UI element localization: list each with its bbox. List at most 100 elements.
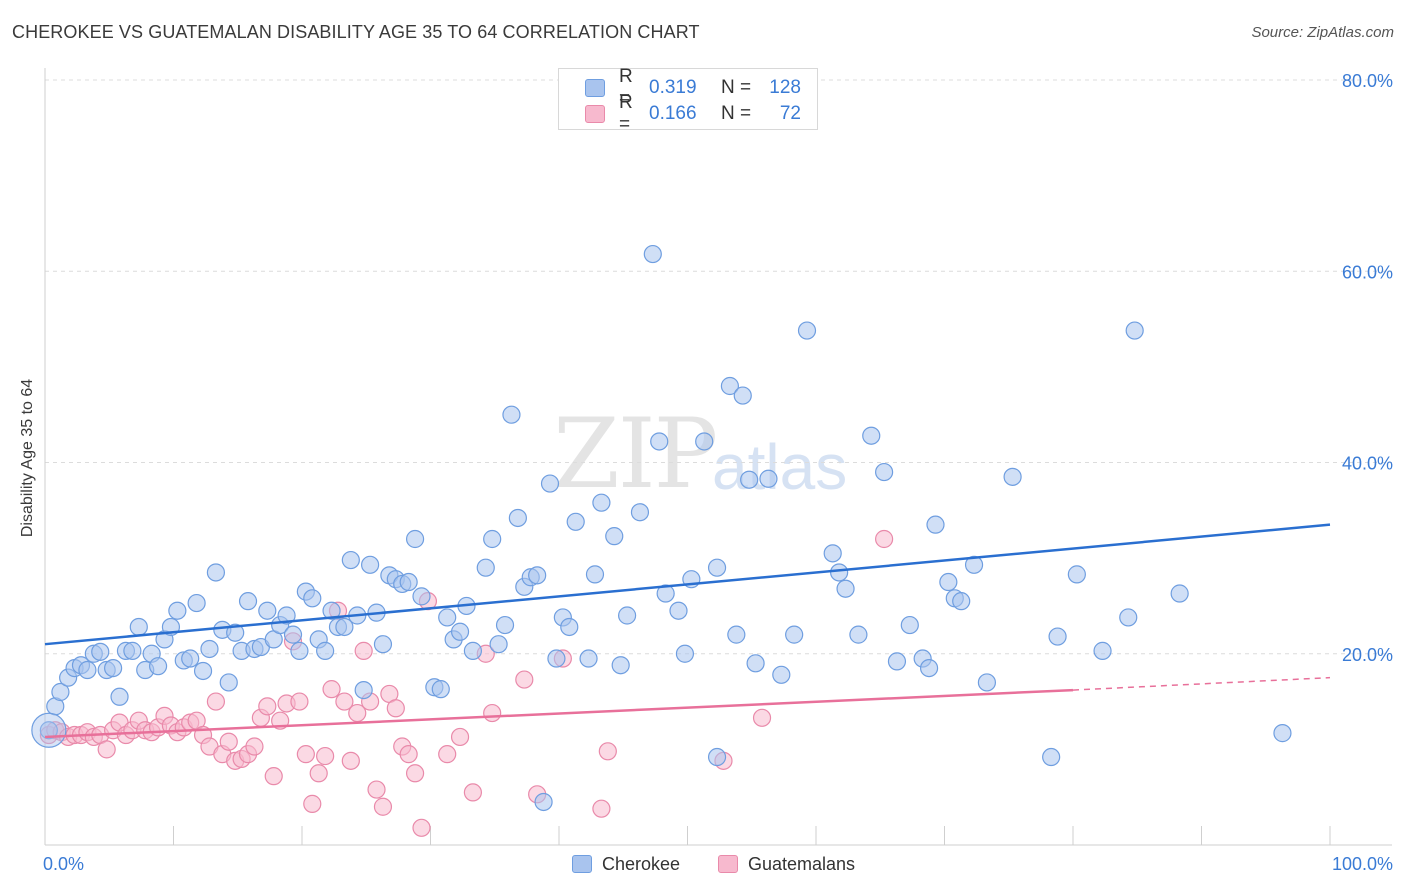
cherokee-point bbox=[887, 652, 907, 671]
cherokee-point bbox=[618, 606, 637, 625]
cherokee-point bbox=[695, 432, 714, 451]
cherokee-point bbox=[707, 558, 727, 577]
cherokee-point bbox=[650, 432, 669, 451]
legend-row-cherokee: R = 0.319 N = 128 bbox=[585, 66, 801, 109]
guatemalans-point bbox=[258, 697, 277, 716]
guatemalans-point bbox=[875, 529, 894, 549]
cherokee-point bbox=[148, 657, 168, 676]
cherokee-point bbox=[611, 656, 630, 675]
cherokee-point bbox=[540, 474, 560, 493]
guatemalans-point bbox=[290, 692, 309, 711]
cherokee-point bbox=[91, 642, 110, 661]
cherokee-point bbox=[785, 625, 804, 644]
cherokee-point bbox=[316, 641, 335, 660]
cherokee-point bbox=[964, 555, 984, 574]
n-value: 72 bbox=[779, 103, 801, 124]
cherokee-swatch bbox=[572, 855, 592, 873]
cherokee-swatch bbox=[585, 79, 605, 97]
correlation-legend: R = 0.319 N = 128 R = 0.166 N = 72 bbox=[558, 66, 818, 135]
cherokee-point bbox=[547, 649, 566, 668]
y-tick-label: 20.0% bbox=[1342, 645, 1393, 665]
cherokee-point bbox=[579, 649, 598, 668]
cherokee-point bbox=[1048, 627, 1067, 646]
cherokee-point bbox=[361, 555, 380, 574]
cherokee-point bbox=[1125, 321, 1144, 340]
guatemalans-point bbox=[386, 699, 405, 718]
guatemalans-point bbox=[412, 818, 431, 837]
cherokee-point bbox=[939, 572, 958, 592]
cherokee-point bbox=[1042, 747, 1061, 767]
cherokee-point bbox=[560, 617, 579, 637]
guatemalans-point bbox=[341, 751, 360, 770]
cherokee-point bbox=[489, 635, 508, 654]
guatemalans-point bbox=[515, 670, 534, 689]
cherokee-point bbox=[669, 601, 688, 620]
guatemalans-point bbox=[367, 780, 386, 799]
cherokee-point bbox=[405, 529, 425, 549]
cherokee-point bbox=[900, 615, 919, 635]
cherokee-point bbox=[585, 565, 605, 584]
guatemalans-legend-label: Guatemalans bbox=[748, 853, 856, 874]
cherokee-point bbox=[354, 680, 373, 700]
cherokee-point bbox=[836, 579, 855, 598]
r-label: R = bbox=[619, 92, 633, 135]
cherokee-point bbox=[733, 386, 752, 405]
cherokee-point bbox=[830, 563, 849, 582]
cherokee-trend-line bbox=[44, 523, 1331, 646]
cherokee-point bbox=[862, 426, 881, 445]
cherokee-point bbox=[534, 792, 553, 812]
cherokee-point bbox=[727, 625, 746, 644]
legend-row-guatemalans: R = 0.166 N = 72 bbox=[585, 92, 801, 135]
cherokee-point bbox=[926, 515, 945, 534]
guatemalans-swatch bbox=[718, 855, 738, 873]
cherokee-point bbox=[193, 661, 213, 681]
cherokee-point bbox=[952, 592, 971, 611]
cherokee-point bbox=[476, 558, 495, 577]
guatemalans-point bbox=[450, 727, 470, 747]
cherokee-point bbox=[720, 376, 740, 396]
cherokee-point bbox=[187, 593, 206, 613]
n-value: 128 bbox=[769, 77, 801, 98]
cherokee-point bbox=[303, 589, 322, 608]
guatemalans-point bbox=[399, 745, 418, 764]
y-axis-label: Disability Age 35 to 64 bbox=[19, 378, 36, 538]
bottom-legend-guatemalans[interactable]: Guatemalans bbox=[718, 852, 855, 876]
cherokee-point bbox=[919, 658, 939, 678]
tick-labels: 20.0% 40.0% 60.0% 80.0% 0.0% 100.0% bbox=[43, 71, 1393, 874]
cherokee-point bbox=[110, 687, 129, 706]
cherokee-point bbox=[290, 641, 309, 660]
guatemalans-point bbox=[264, 767, 283, 786]
cherokee-point bbox=[746, 654, 765, 673]
cherokee-point bbox=[322, 601, 341, 620]
cherokee-point bbox=[502, 405, 521, 424]
guatemalans-point bbox=[483, 703, 502, 723]
cherokee-point bbox=[605, 527, 624, 546]
cherokee-point bbox=[759, 469, 778, 488]
y-tick-label: 80.0% bbox=[1342, 71, 1393, 91]
guatemalans-point bbox=[206, 692, 226, 711]
r-value: 0.166 bbox=[649, 103, 697, 124]
cherokee-point bbox=[51, 682, 70, 702]
y-tick-label: 40.0% bbox=[1342, 454, 1393, 474]
cherokee-point bbox=[740, 470, 759, 489]
bottom-legend-cherokee[interactable]: Cherokee bbox=[572, 852, 680, 876]
cherokee-point bbox=[483, 529, 502, 549]
guatemalans-point bbox=[303, 794, 322, 813]
guatemalans-point bbox=[296, 745, 315, 764]
watermark-atlas: atlas bbox=[712, 431, 848, 503]
guatemalans-point bbox=[335, 692, 354, 711]
axes bbox=[44, 68, 1392, 846]
cherokee-point bbox=[528, 566, 547, 585]
cherokee-legend-label: Cherokee bbox=[602, 853, 681, 874]
cherokee-point bbox=[566, 512, 585, 531]
cherokee-point bbox=[258, 601, 277, 620]
cherokee-point bbox=[797, 321, 817, 340]
cherokee-point bbox=[129, 617, 148, 637]
cherokee-point bbox=[335, 617, 354, 637]
cherokee-point bbox=[431, 680, 450, 699]
guatemalans-trend-extension bbox=[1072, 676, 1331, 691]
guatemalans-point bbox=[592, 799, 611, 818]
cherokee-point bbox=[1093, 641, 1112, 660]
cherokee-point bbox=[772, 665, 791, 684]
